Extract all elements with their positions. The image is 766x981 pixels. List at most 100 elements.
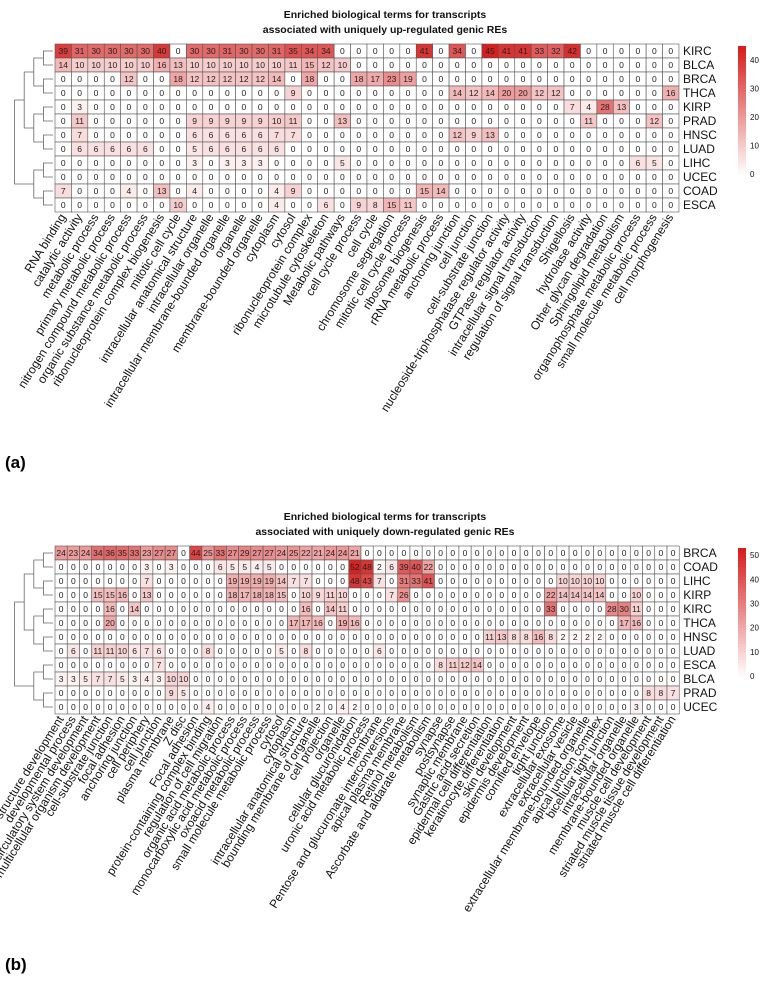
cell-value: 0 bbox=[570, 60, 575, 70]
cell-value: 27 bbox=[228, 548, 238, 558]
cell-value: 0 bbox=[524, 562, 529, 572]
cell-value: 0 bbox=[439, 74, 444, 84]
cell-value: 11 bbox=[289, 60, 298, 70]
cell-value: 0 bbox=[255, 674, 260, 684]
colorbar-tick: 40 bbox=[750, 575, 759, 584]
cell-value: 0 bbox=[585, 548, 590, 558]
cell-value: 0 bbox=[242, 618, 247, 628]
cell-value: 0 bbox=[193, 632, 198, 642]
cell-value: 0 bbox=[652, 144, 657, 154]
cell-value: 0 bbox=[597, 604, 602, 614]
cell-value: 0 bbox=[668, 130, 673, 140]
cell-value: 0 bbox=[455, 74, 460, 84]
cell-value: 0 bbox=[652, 46, 657, 56]
cell-value: 0 bbox=[373, 46, 378, 56]
cell-value: 0 bbox=[668, 102, 673, 112]
colorbar-tick: 30 bbox=[750, 600, 759, 609]
cell-value: 0 bbox=[487, 646, 492, 656]
cell-value: 0 bbox=[110, 172, 115, 182]
cell-value: 0 bbox=[132, 562, 137, 572]
cell-value: 0 bbox=[95, 618, 100, 628]
cell-value: 11 bbox=[93, 646, 102, 656]
cell-value: 0 bbox=[267, 646, 272, 656]
cell-value: 7 bbox=[95, 674, 100, 684]
cell-value: 0 bbox=[561, 646, 566, 656]
cell-value: 0 bbox=[218, 702, 223, 712]
cell-value: 0 bbox=[340, 46, 345, 56]
cell-value: 0 bbox=[120, 660, 125, 670]
cell-value: 0 bbox=[389, 186, 394, 196]
cell-value: 0 bbox=[307, 130, 312, 140]
cell-value: 0 bbox=[95, 632, 100, 642]
cell-value: 0 bbox=[499, 590, 504, 600]
cell-value: 0 bbox=[455, 144, 460, 154]
cell-value: 0 bbox=[426, 548, 431, 558]
cell-value: 0 bbox=[406, 88, 411, 98]
cell-value: 0 bbox=[353, 660, 358, 670]
cell-value: 19 bbox=[338, 618, 348, 628]
colorbar-step bbox=[738, 583, 746, 587]
cell-value: 0 bbox=[659, 618, 664, 628]
cell-value: 0 bbox=[659, 632, 664, 642]
cell-value: 0 bbox=[389, 88, 394, 98]
cell-value: 16 bbox=[666, 88, 676, 98]
cell-value: 0 bbox=[499, 688, 504, 698]
row-dendrogram bbox=[14, 552, 53, 708]
cell-value: 0 bbox=[603, 158, 608, 168]
cell-value: 0 bbox=[499, 604, 504, 614]
cell-value: 0 bbox=[610, 646, 615, 656]
cell-value: 0 bbox=[463, 548, 468, 558]
cell-value: 0 bbox=[218, 646, 223, 656]
cell-value: 0 bbox=[512, 548, 517, 558]
cell-value: 6 bbox=[110, 144, 115, 154]
cell-value: 0 bbox=[192, 172, 197, 182]
cell-value: 0 bbox=[426, 646, 431, 656]
cell-value: 0 bbox=[553, 130, 558, 140]
cell-value: 0 bbox=[291, 660, 296, 670]
cell-value: 35 bbox=[118, 548, 128, 558]
cell-value: 10 bbox=[570, 576, 580, 586]
cell-value: 0 bbox=[291, 590, 296, 600]
cell-value: 0 bbox=[573, 618, 578, 628]
cell-value: 7 bbox=[671, 688, 676, 698]
cell-value: 0 bbox=[455, 186, 460, 196]
cell-value: 0 bbox=[521, 144, 526, 154]
cell-value: 6 bbox=[209, 144, 214, 154]
cell-value: 0 bbox=[414, 688, 419, 698]
cell-value: 0 bbox=[603, 116, 608, 126]
cell-value: 0 bbox=[241, 186, 246, 196]
cell-value: 0 bbox=[71, 590, 76, 600]
cell-value: 0 bbox=[159, 158, 164, 168]
cell-value: 0 bbox=[414, 660, 419, 670]
cell-value: 0 bbox=[389, 576, 394, 586]
colorbar-step bbox=[738, 564, 746, 568]
cell-value: 0 bbox=[316, 646, 321, 656]
cell-value: 0 bbox=[340, 688, 345, 698]
cell-value: 23 bbox=[387, 74, 397, 84]
row-label: KIRP bbox=[683, 588, 711, 602]
cell-value: 0 bbox=[230, 660, 235, 670]
cell-value: 0 bbox=[561, 702, 566, 712]
cell-value: 11 bbox=[404, 200, 413, 210]
cell-value: 0 bbox=[255, 632, 260, 642]
panel-b-label: (b) bbox=[5, 955, 27, 974]
cell-value: 0 bbox=[169, 632, 174, 642]
cell-value: 4 bbox=[340, 702, 345, 712]
cell-value: 0 bbox=[83, 618, 88, 628]
colorbar-step bbox=[738, 631, 746, 635]
cell-value: 0 bbox=[169, 590, 174, 600]
colorbar-step bbox=[738, 58, 746, 63]
cell-value: 0 bbox=[242, 688, 247, 698]
colorbar-step bbox=[738, 596, 746, 600]
cell-value: 0 bbox=[110, 116, 115, 126]
cell-value: 0 bbox=[668, 46, 673, 56]
colorbar-tick: 0 bbox=[750, 672, 755, 681]
cell-value: 30 bbox=[124, 46, 134, 56]
cell-value: 0 bbox=[328, 660, 333, 670]
colorbar-step bbox=[738, 158, 746, 162]
cell-value: 43 bbox=[362, 576, 372, 586]
colorbar-step bbox=[738, 71, 746, 76]
cell-value: 9 bbox=[471, 130, 476, 140]
row-label: HNSC bbox=[683, 128, 717, 142]
cell-value: 3 bbox=[132, 674, 137, 684]
